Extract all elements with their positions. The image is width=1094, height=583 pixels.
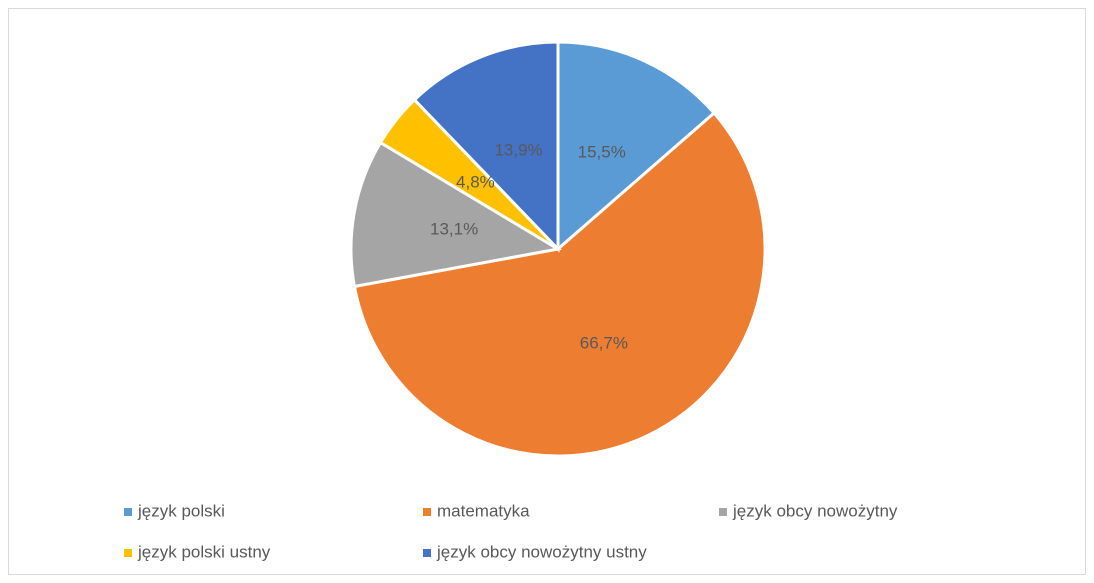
legend-label: język polski bbox=[137, 501, 225, 520]
legend-swatch bbox=[719, 508, 727, 516]
legend-swatch bbox=[124, 549, 132, 557]
legend-swatch bbox=[124, 508, 132, 516]
pie-slice bbox=[349, 140, 563, 289]
data-label: 13,9% bbox=[494, 141, 542, 160]
legend-label: język polski ustny bbox=[137, 542, 271, 561]
pie-slice bbox=[556, 40, 717, 253]
data-label: 13,1% bbox=[430, 220, 478, 239]
legend-label: język obcy nowożytny ustny bbox=[436, 542, 647, 561]
legend-label: język obcy nowożytny bbox=[732, 501, 898, 520]
legend-swatch bbox=[423, 549, 431, 557]
data-label: 4,8% bbox=[456, 173, 495, 192]
data-label: 15,5% bbox=[578, 142, 626, 161]
data-label: 66,7% bbox=[580, 334, 628, 353]
legend-swatch bbox=[423, 508, 431, 516]
pie-slice bbox=[412, 40, 560, 253]
legend-label: matematyka bbox=[437, 501, 530, 520]
pie-slice bbox=[352, 110, 767, 458]
